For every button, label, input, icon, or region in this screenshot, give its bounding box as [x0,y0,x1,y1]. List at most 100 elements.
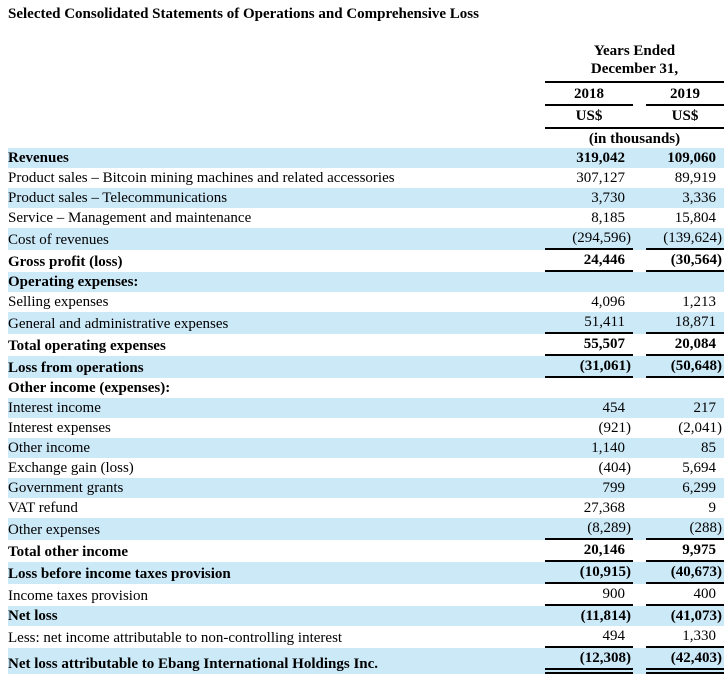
row-label: Total other income [8,544,128,560]
value-2019: (2,041) [678,420,722,436]
table-row: Product sales – Bitcoin mining machines … [8,168,724,188]
value-2019: 15,804 [674,210,716,226]
value-2019: 18,871 [633,312,724,334]
value-2018: 27,368 [583,500,625,516]
value-2018: (10,915) [541,562,633,584]
period-header: Years Ended December 31, [545,42,724,83]
value-2018: 454 [541,398,633,418]
financial-table-body: Revenues 319,042 109,060 Product sales –… [8,148,724,674]
value-2018: (404) [598,460,632,476]
year-header-2018: 2018 [545,85,633,106]
value-2019: 217 [633,398,724,418]
value-2018: 55,507 [541,334,633,356]
value-2018: (11,814) [541,606,633,626]
table-row: Total other income 20,146 9,975 [8,540,724,562]
table-row: Service – Management and maintenance 8,1… [8,208,724,228]
table-row: Other expenses (8,289) (288) [8,518,724,540]
row-label: Total operating expenses [8,338,166,354]
row-label: Loss before income taxes provision [8,562,541,584]
value-2019: (288) [633,518,724,540]
value-2018 [541,272,633,292]
row-label: Gross profit (loss) [8,254,123,270]
value-2019: 1,330 [633,626,724,648]
table-row: Other income 1,140 85 [8,438,724,458]
value-2019 [633,378,724,398]
table-row: General and administrative expenses 51,4… [8,312,724,334]
row-label: Income taxes provision [8,588,148,604]
value-2019: (41,073) [633,606,724,626]
value-2019: 9,975 [633,540,724,562]
financial-table: Revenues 319,042 109,060 Product sales –… [8,148,724,674]
value-2019: 3,336 [633,188,724,208]
row-label: Other income (expenses): [8,380,171,396]
row-label: Exchange gain (loss) [8,460,134,476]
value-2018: 1,140 [541,438,633,458]
value-2018: 24,446 [541,250,633,272]
table-row: Income taxes provision 900 400 [8,584,724,606]
table-row: Revenues 319,042 109,060 [8,148,724,168]
row-label: Revenues [8,148,541,168]
table-row: VAT refund 27,368 9 [8,498,724,518]
value-2018: 799 [541,478,633,498]
row-label: Operating expenses: [8,272,541,292]
value-2019: 6,299 [633,478,724,498]
table-row: Government grants 799 6,299 [8,478,724,498]
row-label: Cost of revenues [8,228,541,250]
table-row: Operating expenses: [8,272,724,292]
value-2019: (30,564) [633,250,724,272]
value-2019: (42,403) [633,648,724,674]
currency-header-2019: US$ [671,108,699,124]
value-2018: 8,185 [591,210,625,226]
row-label: Product sales – Telecommunications [8,188,541,208]
table-row: Total operating expenses 55,507 20,084 [8,334,724,356]
value-2018: 319,042 [541,148,633,168]
column-header: Years Ended December 31, 2018 2019 US$ U… [545,42,724,149]
row-label: Interest expenses [8,420,111,436]
row-label: Net loss attributable to Ebang Internati… [8,648,541,674]
row-label: Net loss [8,606,541,626]
row-label: Government grants [8,478,541,498]
table-row: Interest income 454 217 [8,398,724,418]
value-2018: 20,146 [541,540,633,562]
period-header-line2: December 31, [590,61,679,77]
value-2018: (31,061) [541,356,633,378]
value-2019: 85 [633,438,724,458]
table-row: Cost of revenues (294,596) (139,624) [8,228,724,250]
table-row: Exchange gain (loss) (404) 5,694 [8,458,724,478]
value-2019: 20,084 [633,334,724,356]
value-2019: 400 [633,584,724,606]
row-label: Other income [8,438,541,458]
value-2019: (40,673) [633,562,724,584]
value-2018: 307,127 [576,170,625,186]
value-2019: (50,648) [633,356,724,378]
row-label: Other expenses [8,518,541,540]
value-2018: (8,289) [541,518,633,540]
table-row: Interest expenses (921) (2,041) [8,418,724,438]
table-row: Net loss (11,814) (41,073) [8,606,724,626]
value-2019 [633,272,724,292]
row-label: Product sales – Bitcoin mining machines … [8,170,395,186]
table-row: Less: net income attributable to non-con… [8,626,724,648]
year-header-2019: 2019 [646,85,724,106]
value-2018: 4,096 [591,294,625,310]
value-2018: 3,730 [541,188,633,208]
row-label: Service – Management and maintenance [8,210,252,226]
table-row: Loss before income taxes provision (10,9… [8,562,724,584]
table-row: Gross profit (loss) 24,446 (30,564) [8,250,724,272]
value-2018: (294,596) [541,228,633,250]
value-2018: 494 [541,626,633,648]
value-2018 [541,378,633,398]
row-label: Interest income [8,398,541,418]
table-row: Other income (expenses): [8,378,724,398]
row-label: Loss from operations [8,356,541,378]
table-row: Loss from operations (31,061) (50,648) [8,356,724,378]
row-label: General and administrative expenses [8,312,541,334]
table-row: Product sales – Telecommunications 3,730… [8,188,724,208]
currency-header-2018: US$ [575,108,603,124]
page-title: Selected Consolidated Statements of Oper… [8,6,479,22]
value-2018: (921) [598,420,632,436]
year-header-row: 2018 2019 [545,85,724,106]
value-2019: 89,919 [674,170,716,186]
row-label: VAT refund [8,500,78,516]
